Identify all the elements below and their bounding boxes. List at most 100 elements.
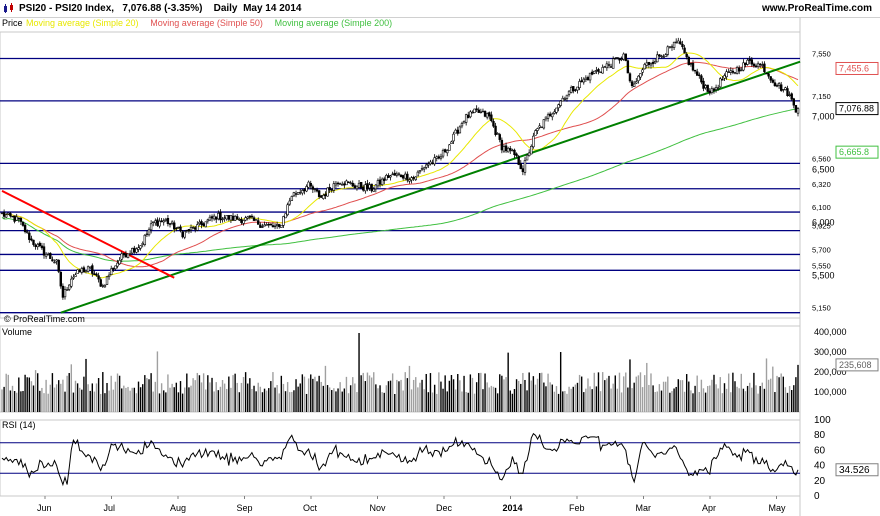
volume-bar xyxy=(221,379,224,412)
volume-bar xyxy=(599,391,602,412)
volume-bar xyxy=(675,386,677,412)
volume-bar xyxy=(284,391,287,412)
candle-body xyxy=(704,85,707,89)
volume-bar xyxy=(748,382,751,412)
volume-bar xyxy=(452,379,455,412)
volume-bar xyxy=(217,390,220,412)
candle-body xyxy=(72,276,75,279)
candle-body xyxy=(683,47,686,54)
volume-bar xyxy=(568,386,570,412)
volume-bar xyxy=(694,385,696,412)
candle-body xyxy=(616,57,619,59)
volume-bar xyxy=(123,385,125,412)
volume-bar xyxy=(444,375,446,412)
volume-bar xyxy=(450,375,453,412)
price-tick-label: 6,000 xyxy=(812,218,835,228)
volume-bar xyxy=(421,379,423,412)
volume-bar xyxy=(627,387,629,412)
candle-body xyxy=(5,214,8,218)
volume-bar xyxy=(591,389,593,412)
candle-body xyxy=(729,70,732,73)
candle-body xyxy=(708,90,711,94)
candle-body xyxy=(525,154,529,161)
candle-body xyxy=(208,216,212,221)
candle-body xyxy=(714,87,718,91)
volume-bar xyxy=(139,387,142,412)
volume-bar xyxy=(608,375,610,412)
candle-body xyxy=(710,88,714,93)
candle-body xyxy=(647,61,651,65)
volume-bar xyxy=(425,373,427,412)
volume-bar xyxy=(280,375,283,412)
price-tick-label: 5,150 xyxy=(812,304,831,313)
volume-bar xyxy=(551,384,553,412)
period: Daily xyxy=(213,3,238,14)
candle-body xyxy=(240,219,243,223)
candle-body xyxy=(189,226,193,231)
candle-body xyxy=(473,108,476,113)
last-value-text: 7,455.6 xyxy=(839,63,869,73)
candle-body xyxy=(532,135,535,148)
candle-body xyxy=(162,220,165,223)
candle-body xyxy=(23,224,27,233)
volume-bar xyxy=(633,382,635,412)
candle-body xyxy=(15,216,18,221)
candle-body xyxy=(725,71,728,78)
x-axis-label: May xyxy=(769,503,787,513)
volume-bar xyxy=(511,393,514,412)
candle-body xyxy=(698,74,701,77)
candle-body xyxy=(649,63,653,66)
candle-body xyxy=(124,253,128,258)
site-link[interactable]: www.ProRealTime.com xyxy=(761,3,872,14)
volume-bar xyxy=(368,375,371,412)
candle-body xyxy=(57,259,60,272)
volume-bar xyxy=(616,388,619,412)
ma-legend-2: Moving average (Simple 50) xyxy=(150,18,263,28)
volume-bar xyxy=(320,381,322,412)
volume-bar xyxy=(536,378,539,412)
volume-bar xyxy=(160,383,163,412)
candle-body xyxy=(578,81,581,89)
volume-bar xyxy=(503,379,505,412)
candle-body xyxy=(55,259,58,262)
candle-body xyxy=(500,139,504,151)
candle-body xyxy=(618,57,621,61)
volume-bar xyxy=(391,373,394,412)
x-axis-label: Jul xyxy=(104,503,116,513)
volume-tick-label: 200,000 xyxy=(814,367,847,377)
volume-bar xyxy=(772,366,774,412)
candle-body xyxy=(626,60,630,74)
volume-bar xyxy=(400,379,402,412)
candle-body xyxy=(372,188,375,192)
volume-bar xyxy=(492,386,495,412)
candle-body xyxy=(481,110,485,113)
volume-bar xyxy=(318,375,320,412)
candle-body xyxy=(719,78,722,88)
volume-bar xyxy=(734,381,736,412)
candle-body xyxy=(677,40,680,44)
volume-bar xyxy=(278,393,280,412)
volume-bar xyxy=(255,391,257,412)
volume-bar xyxy=(543,382,545,412)
volume-bar xyxy=(234,373,236,412)
candle-body xyxy=(34,244,37,248)
candle-body xyxy=(687,56,690,66)
volume-bar xyxy=(637,375,640,412)
price-tick-label: 5,925 xyxy=(812,222,831,231)
rsi-tick-label: 60 xyxy=(814,445,826,456)
volume-bar xyxy=(513,389,516,412)
candle-body xyxy=(128,253,132,255)
candle-body xyxy=(536,128,539,131)
chart-area[interactable]: Price Moving average (Simple 20) Moving av… xyxy=(0,17,880,516)
volume-bar xyxy=(116,373,119,412)
candle-body xyxy=(582,78,585,83)
candle-body xyxy=(572,86,575,92)
candle-body xyxy=(523,160,527,173)
candle-body xyxy=(278,224,281,227)
volume-bar xyxy=(679,380,682,412)
volume-bar xyxy=(776,375,778,412)
volume-bar xyxy=(158,393,161,412)
candle-body xyxy=(271,225,275,228)
candle-body xyxy=(242,220,245,224)
volume-bar xyxy=(232,375,234,412)
